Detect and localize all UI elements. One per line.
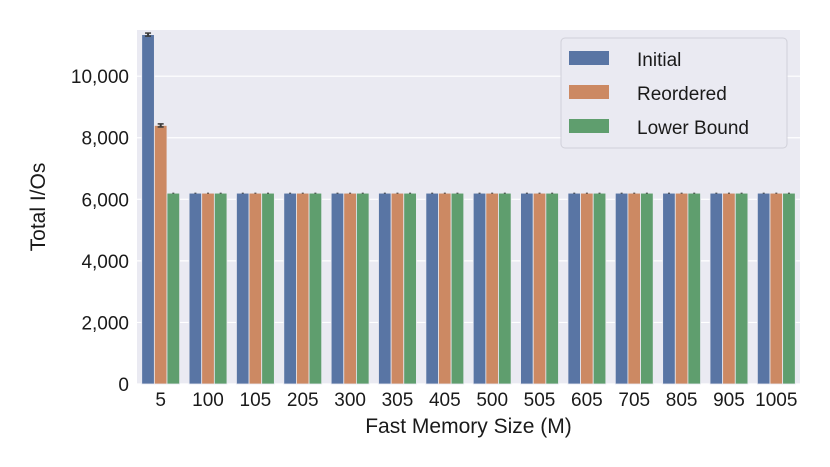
bar [166,192,181,385]
bar [378,192,392,385]
bar [520,192,534,385]
x-tick-labels: 5 100 105 205 300 305 405 500 505 605 705 805 905 100… [155,390,797,411]
bar [141,34,155,385]
error-bars [145,32,790,194]
bar [248,192,263,385]
y-tick-label: 8,000 [81,129,129,150]
x-tick-label: 705 [618,390,650,411]
bar [580,192,594,385]
bar [640,192,654,385]
bar [472,192,487,385]
legend-swatch [569,51,609,65]
bar [403,192,417,385]
y-tick-label: 10,000 [71,67,129,88]
bar [390,192,405,385]
bar [201,192,215,385]
bar [545,192,559,385]
legend-swatch [569,119,609,133]
bar [213,192,228,385]
bar [782,192,796,385]
legend-label: Lower Bound [637,118,749,139]
bar [756,192,771,385]
x-tick-label: 300 [334,390,366,411]
bar [425,192,439,385]
x-tick-label: 305 [382,390,414,411]
bar [283,192,297,385]
bar [769,192,784,385]
x-tick-label: 905 [713,390,745,411]
x-tick-label: 5 [155,390,166,411]
bar [236,192,250,385]
y-axis-title: Total I/Os [27,163,50,252]
x-tick-label: 105 [240,390,272,411]
bar [567,192,581,385]
x-tick-label: 805 [666,390,698,411]
bar [330,192,345,385]
bar [153,125,168,385]
bar [687,192,701,385]
y-tick-label: 6,000 [81,190,129,211]
bar [450,192,465,385]
bars [141,34,796,385]
bar [188,192,203,385]
bar [614,192,629,385]
bar [498,192,512,385]
bar [662,192,676,385]
x-axis-title: Fast Memory Size (M) [365,415,572,438]
bar [261,192,275,385]
bar [485,192,499,385]
bar [356,192,370,385]
bar [674,192,689,385]
legend-label: Initial [637,50,681,71]
bar [627,192,641,385]
x-tick-label: 500 [476,390,508,411]
bar [296,192,310,385]
bar [592,192,607,385]
y-tick-label: 2,000 [81,313,129,334]
bar [734,192,749,385]
y-tick-label: 4,000 [81,252,129,273]
legend: Initial Reordered Lower Bound [560,37,788,149]
legend-label: Reordered [637,84,727,105]
x-tick-label: 605 [571,390,603,411]
bar [343,192,357,385]
x-tick-label: 1005 [755,390,797,411]
legend-box [560,37,788,149]
bar [308,192,323,385]
x-tick-label: 505 [524,390,556,411]
bar [722,192,736,385]
bar [438,192,452,385]
y-tick-labels: 0 2,000 4,000 6,000 8,000 10,000 [71,67,129,396]
bar [709,192,724,385]
legend-swatch [569,85,609,99]
y-tick-label: 0 [118,375,129,396]
x-tick-label: 405 [429,390,461,411]
x-tick-label: 100 [192,390,224,411]
x-tick-label: 205 [287,390,319,411]
bar [532,192,547,385]
